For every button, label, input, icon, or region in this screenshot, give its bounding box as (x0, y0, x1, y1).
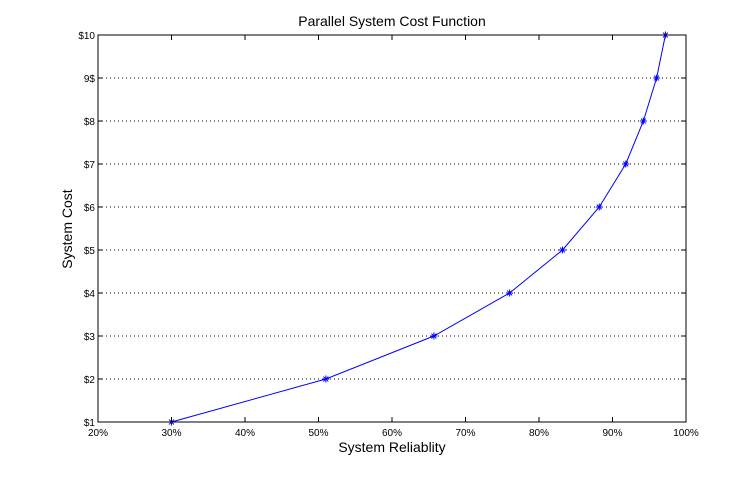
x-tick-label: 30% (161, 428, 181, 439)
ticks: 20% 30% 40% 50% 60% 70% 80% 90% 100% $1 $2 $3 $4 $5 $6… (78, 31, 699, 439)
data-point-marker (430, 332, 438, 340)
x-tick-label: 20% (88, 428, 108, 439)
x-tick-label: 40% (235, 428, 255, 439)
y-tick-label: $8 (84, 117, 96, 128)
marker-stroke (640, 118, 647, 124)
y-tick-label: $10 (78, 31, 95, 42)
y-tick-label: $4 (84, 289, 96, 300)
data-point-marker (622, 160, 630, 168)
axes (97, 34, 687, 423)
y-tick-label: 9$ (84, 74, 96, 85)
marker-stroke (559, 247, 566, 253)
y-tick-label: $5 (84, 246, 96, 257)
y-tick-label: $7 (84, 160, 96, 171)
data-point-marker (595, 203, 603, 211)
y-tick-label: $6 (84, 203, 96, 214)
marker-stroke (323, 376, 329, 382)
y-tick-label: $3 (84, 332, 96, 343)
x-tick-label: 90% (602, 428, 622, 439)
plot-frame (97, 34, 687, 423)
x-tick-label: 50% (308, 428, 328, 439)
y-axis-label: System Cost (59, 189, 75, 268)
x-tick-label: 70% (455, 428, 475, 439)
marker-stroke (596, 204, 603, 210)
x-axis-label: System Reliablity (338, 439, 445, 455)
data-point-marker (653, 74, 661, 82)
x-tick-label: 60% (382, 428, 402, 439)
data-point-marker (322, 375, 330, 383)
grid-lines (98, 77, 686, 380)
marker-stroke (506, 290, 513, 296)
data-point-marker (639, 117, 647, 125)
y-tick-label: $1 (84, 418, 96, 429)
series-line (171, 34, 666, 423)
x-tick-label: 80% (529, 428, 549, 439)
chart-title: Parallel System Cost Function (298, 13, 486, 29)
y-tick-label: $2 (84, 375, 96, 386)
data-point-marker (559, 246, 567, 254)
data-point-marker (506, 289, 514, 297)
marker-stroke (431, 333, 437, 339)
series-layer (168, 31, 669, 426)
marker-stroke (622, 161, 629, 167)
x-tick-label: 100% (673, 428, 699, 439)
marker-stroke (653, 75, 660, 81)
